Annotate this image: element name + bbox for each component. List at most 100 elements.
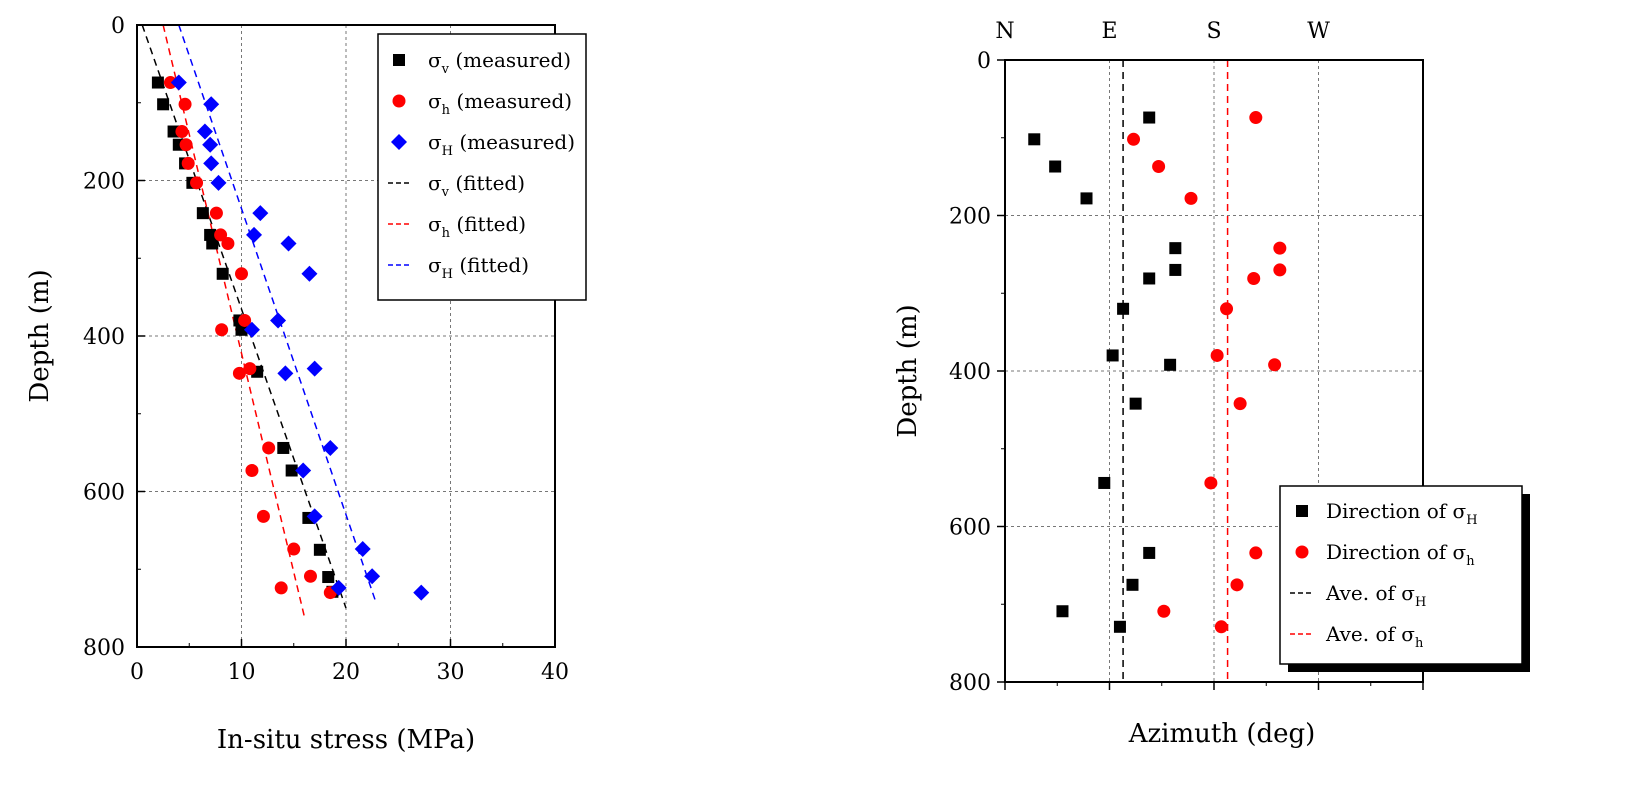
data-point-series-1	[1247, 271, 1261, 285]
data-point-series-0	[1129, 397, 1142, 410]
legend-item-5: σH (fitted)	[388, 253, 529, 282]
legend-suffix: (measured)	[450, 89, 572, 113]
data-point-series-0	[322, 571, 335, 584]
data-point-series-0	[216, 267, 229, 280]
x-axis-title: In-situ stress (MPa)	[217, 725, 475, 755]
data-point-series-1	[1268, 358, 1282, 372]
legend-prefix: Ave. of	[1325, 622, 1401, 646]
data-point-series-1	[181, 156, 195, 170]
x-tick-label: 0	[130, 660, 144, 685]
data-point-series-2	[196, 123, 213, 140]
data-point-series-0	[313, 543, 326, 556]
data-point-series-2	[364, 568, 381, 585]
data-point-series-1	[1233, 397, 1247, 411]
data-point-series-1	[235, 267, 248, 281]
legend-symbol: σ	[428, 48, 442, 72]
data-point-series-1	[1152, 160, 1166, 174]
data-point-series-2	[306, 360, 323, 377]
data-point-series-2	[243, 321, 260, 338]
data-point-series-2	[413, 584, 430, 601]
legend-label: σH (fitted)	[428, 253, 529, 282]
data-point-series-1	[209, 206, 223, 220]
legend-suffix: (fitted)	[450, 212, 526, 236]
legend-prefix: Direction of	[1326, 540, 1453, 564]
data-point-series-2	[306, 508, 323, 525]
legend-subscript: H	[442, 144, 453, 159]
data-point-series-1	[190, 176, 204, 190]
x-axis-title: Azimuth (deg)	[1128, 719, 1316, 749]
legend-subscript: H	[1466, 513, 1477, 528]
legend-marker	[1296, 505, 1308, 517]
data-point-series-0	[277, 441, 290, 454]
legend-subscript: h	[442, 103, 451, 118]
y-tick-label: 800	[83, 636, 125, 661]
y-tick-label: 0	[111, 14, 125, 39]
data-point-series-1	[214, 228, 228, 242]
data-point-series-2	[354, 541, 371, 558]
data-point-series-2	[277, 365, 294, 382]
legend-item-1: Direction of σh	[1295, 540, 1475, 569]
legend-item-0: σv (measured)	[393, 48, 571, 77]
data-point-series-1	[1204, 476, 1218, 490]
legend-symbol: σ	[1401, 622, 1415, 646]
legend-symbol: σ	[428, 171, 442, 195]
data-point-series-1	[303, 569, 317, 583]
data-point-series-0	[1113, 620, 1126, 633]
legend-label: σv (measured)	[428, 48, 571, 77]
legend-marker	[1295, 545, 1309, 559]
legend-prefix: Ave. of	[1325, 581, 1401, 605]
x-tick-label: E	[1101, 19, 1117, 44]
data-point-series-0	[1056, 605, 1069, 618]
data-point-series-2	[270, 312, 287, 329]
data-point-series-0	[1169, 242, 1182, 255]
data-point-series-0	[1126, 578, 1139, 591]
data-point-series-1	[1230, 578, 1244, 592]
legend-label: σh (measured)	[428, 89, 572, 118]
legend-label: σh (fitted)	[428, 212, 526, 241]
data-point-series-2	[280, 235, 297, 252]
legend-suffix: (measured)	[453, 130, 575, 154]
data-point-series-1	[238, 313, 252, 327]
legend-subscript: h	[1466, 554, 1475, 569]
data-point-series-1	[1273, 241, 1287, 255]
legend-symbol: σ	[428, 253, 442, 277]
data-point-series-0	[1143, 546, 1156, 559]
x-tick-label: W	[1307, 19, 1330, 44]
data-point-series-1	[1214, 620, 1228, 634]
legend-prefix: Direction of	[1326, 499, 1453, 523]
legend-label: Direction of σH	[1326, 499, 1478, 528]
data-point-series-1	[1249, 546, 1263, 560]
data-point-series-1	[287, 542, 301, 556]
data-point-series-1	[1184, 191, 1198, 205]
data-point-series-0	[1049, 160, 1062, 173]
data-point-series-0	[1164, 358, 1177, 371]
data-point-series-0	[151, 76, 164, 89]
legend-item-4: σh (fitted)	[388, 212, 526, 241]
legend-suffix: (measured)	[449, 48, 571, 72]
data-point-series-1	[1127, 132, 1141, 146]
data-point-series-0	[285, 464, 298, 477]
y-tick-label: 400	[949, 360, 991, 385]
legend-item-1: σh (measured)	[392, 89, 572, 118]
legend-marker	[391, 134, 407, 150]
legend-subscript: h	[1415, 636, 1424, 651]
legend-box	[1279, 485, 1523, 665]
legend-label: Ave. of σh	[1325, 622, 1424, 651]
data-point-series-1	[175, 125, 189, 139]
legend-item-2: Ave. of σH	[1290, 581, 1426, 610]
data-point-series-2	[210, 174, 227, 191]
data-point-series-0	[1080, 192, 1093, 205]
data-point-series-2	[252, 205, 269, 222]
data-point-series-0	[1143, 272, 1156, 285]
data-point-series-1	[1220, 302, 1234, 316]
legend-label: Direction of σh	[1326, 540, 1475, 569]
data-point-series-2	[203, 155, 220, 172]
data-point-series-1	[215, 323, 229, 337]
data-point-series-1	[179, 138, 193, 152]
x-tick-label: 10	[228, 660, 256, 685]
legend-subscript: v	[441, 185, 450, 200]
legend-symbol: σ	[1453, 499, 1467, 523]
x-tick-label: 20	[332, 660, 360, 685]
data-point-series-2	[301, 265, 318, 282]
